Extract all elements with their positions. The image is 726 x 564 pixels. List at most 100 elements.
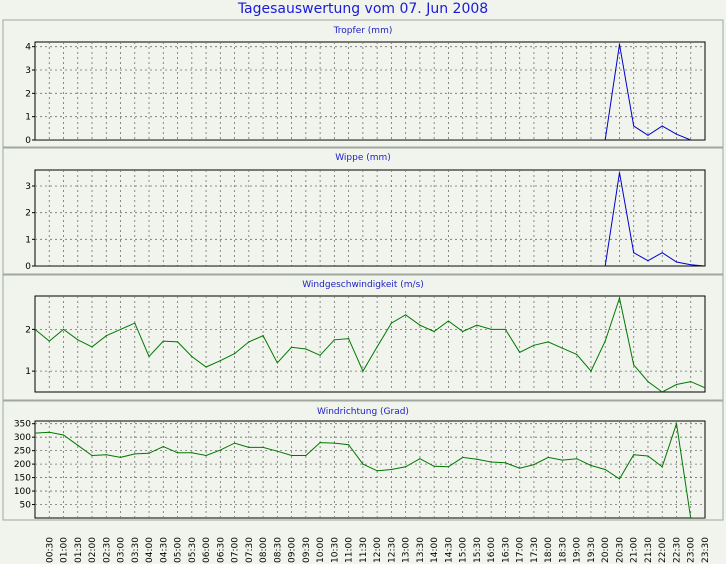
data-point	[35, 139, 36, 140]
data-point	[490, 461, 492, 463]
data-point	[162, 340, 164, 342]
data-point	[704, 139, 705, 140]
x-tick-label: 19:30	[587, 537, 597, 563]
data-point	[576, 353, 578, 356]
data-point	[618, 297, 621, 299]
x-tick-label: 07:00	[231, 537, 241, 563]
series-group	[35, 172, 705, 266]
data-point	[504, 462, 507, 464]
data-point	[305, 265, 307, 266]
main-title: Tagesauswertung vom 07. Jun 2008	[237, 1, 489, 17]
data-point	[490, 265, 492, 266]
data-point	[191, 355, 193, 358]
y-tick-label: 350	[14, 420, 31, 430]
x-tick-label: 03:30	[131, 537, 141, 563]
data-point	[290, 139, 293, 140]
x-tick-label: 02:00	[88, 537, 98, 563]
x-tick-label: 21:30	[644, 537, 654, 563]
data-point	[233, 353, 236, 355]
data-point	[618, 478, 621, 480]
x-tick-label: 01:30	[74, 537, 84, 563]
x-tick-label: 02:30	[102, 537, 112, 563]
data-point	[647, 380, 649, 383]
data-point	[533, 139, 535, 140]
data-point	[262, 139, 264, 140]
data-point	[476, 458, 478, 460]
data-point	[561, 347, 564, 349]
data-point	[590, 370, 592, 372]
data-point	[134, 265, 136, 266]
data-point	[547, 341, 549, 343]
data-point	[205, 139, 207, 140]
data-point	[48, 265, 50, 266]
data-point	[176, 341, 179, 343]
data-point	[248, 446, 250, 449]
data-point	[504, 328, 507, 330]
data-point	[576, 458, 578, 460]
data-point	[661, 391, 663, 392]
panel-3: Windgeschwindigkeit (m/s) 1 2	[2, 274, 724, 401]
data-point	[405, 466, 407, 468]
data-point	[561, 459, 564, 461]
x-tick-label: 13:30	[416, 537, 426, 563]
data-point	[91, 454, 93, 457]
data-point	[205, 454, 207, 457]
data-point	[348, 444, 350, 446]
data-point	[290, 346, 293, 348]
data-point	[390, 322, 392, 324]
data-point	[647, 455, 649, 457]
data-point	[661, 125, 663, 127]
data-point	[276, 265, 278, 266]
data-point	[162, 139, 164, 140]
data-point	[262, 446, 264, 449]
data-point	[419, 458, 421, 460]
data-point	[233, 442, 236, 444]
data-point	[661, 466, 663, 468]
data-point	[119, 139, 122, 140]
data-point	[248, 341, 250, 343]
data-point	[248, 265, 250, 266]
data-point	[447, 265, 450, 266]
data-point	[405, 314, 407, 316]
data-point	[77, 265, 79, 266]
data-point	[219, 139, 221, 140]
data-point	[604, 265, 606, 266]
data-point	[462, 139, 464, 140]
data-point	[77, 444, 79, 446]
data-point	[447, 466, 450, 468]
data-point	[675, 423, 678, 425]
data-point	[162, 265, 164, 266]
y-tick-label: 1	[25, 113, 31, 123]
x-tick-label: 11:00	[345, 537, 355, 563]
data-point	[561, 265, 564, 266]
data-point	[319, 139, 321, 140]
x-tick-label: 12:30	[387, 537, 397, 563]
x-tick-label: 14:00	[430, 537, 440, 563]
x-tick-label: 18:30	[558, 537, 568, 563]
series-group	[35, 296, 705, 392]
data-point	[176, 139, 179, 140]
data-point	[476, 324, 478, 326]
data-point	[675, 383, 678, 386]
data-point	[690, 380, 692, 383]
y-tick-label: 50	[20, 501, 32, 511]
data-point	[276, 139, 278, 140]
data-point	[262, 265, 264, 266]
data-point	[519, 265, 521, 266]
data-point	[62, 139, 65, 140]
data-point	[533, 265, 535, 266]
data-point	[35, 265, 36, 266]
data-point	[305, 139, 307, 140]
data-point	[348, 337, 350, 340]
data-point	[205, 366, 207, 368]
data-point	[376, 346, 378, 348]
data-point	[704, 517, 705, 518]
data-point	[462, 330, 464, 333]
data-point	[248, 139, 250, 140]
x-tick-label: 09:00	[288, 537, 298, 563]
data-point	[119, 265, 122, 266]
data-point	[590, 464, 592, 467]
data-point	[447, 320, 450, 322]
x-tick-label: 00:30	[45, 537, 55, 563]
